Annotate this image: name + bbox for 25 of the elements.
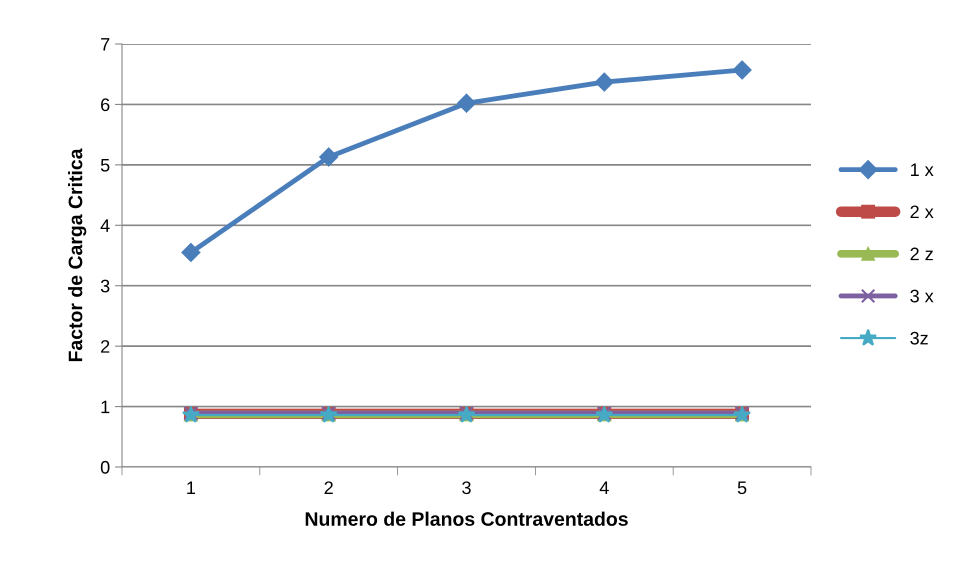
legend-label: 3 x	[910, 290, 934, 302]
legend-label: 2 z	[910, 248, 933, 260]
y-tick-label: 0	[100, 460, 110, 474]
legend-label: 2 x	[910, 205, 934, 218]
x-axis-title: Numero de Planos Contraventados	[306, 512, 628, 526]
x-tick-label: 2	[324, 481, 333, 494]
y-tick-label: 6	[101, 98, 110, 112]
point	[319, 147, 338, 167]
x-tick-label: 3	[462, 481, 471, 494]
y-axis-title: Factor de Carga Critica	[68, 148, 86, 362]
y-tick-label: 1	[102, 400, 110, 414]
y-tick-label: 2	[101, 340, 110, 353]
y-tick-label: 3	[100, 280, 110, 292]
x-tick-label: 4	[600, 482, 609, 494]
legend-label: 1 x	[911, 164, 934, 176]
point	[456, 94, 476, 113]
y-tick-label: 4	[100, 219, 110, 232]
y-tick-label: 7	[101, 38, 110, 51]
point	[181, 242, 200, 262]
point	[594, 72, 614, 92]
y-tick-label: 5	[100, 158, 110, 172]
point	[732, 60, 752, 80]
x-tick-label: 1	[187, 482, 196, 494]
legend-label: 3z	[910, 332, 928, 345]
x-tick-label: 5	[738, 482, 746, 494]
